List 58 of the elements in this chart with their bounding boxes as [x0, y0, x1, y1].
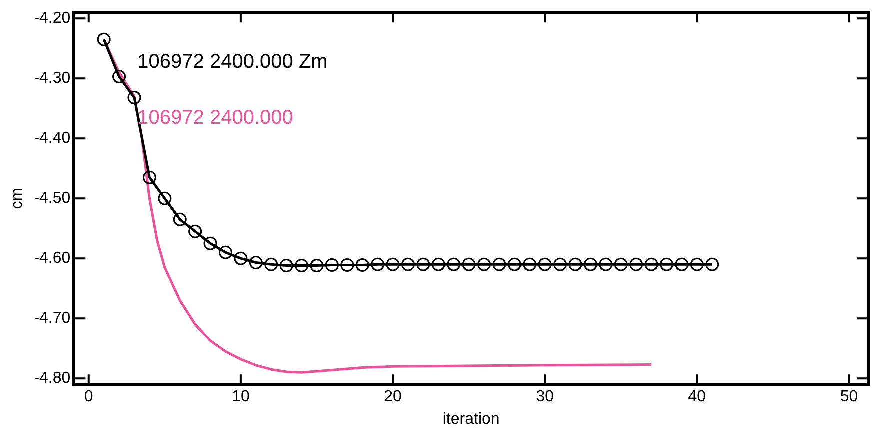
series-label: 106972 2400.000 Zm [138, 51, 328, 74]
x-tick-label: 20 [384, 388, 402, 406]
point [508, 258, 522, 272]
point [599, 258, 613, 272]
x-tick-label: 40 [688, 388, 706, 406]
point [568, 258, 582, 272]
x-tick-label: 0 [84, 388, 94, 406]
y-axis-title: cm [9, 188, 26, 210]
point [644, 258, 658, 272]
y-tick-label: -4.70 [34, 310, 71, 328]
y-tick-label: -4.50 [34, 190, 71, 208]
x-axis-title: iteration [442, 410, 500, 428]
point [204, 236, 218, 250]
y-tick-label: -4.80 [34, 370, 71, 388]
point [128, 91, 142, 105]
point [142, 170, 156, 184]
point [523, 258, 537, 272]
point [188, 224, 202, 238]
y-tick-label: -4.40 [34, 130, 71, 148]
point [675, 258, 689, 272]
point [295, 259, 309, 273]
point [432, 258, 446, 272]
point [478, 258, 492, 272]
point [447, 258, 461, 272]
point [371, 258, 385, 272]
point [218, 246, 232, 260]
point [584, 258, 598, 272]
point [690, 258, 704, 272]
point [386, 258, 400, 272]
point [158, 192, 172, 206]
x-tick-label: 50 [840, 388, 858, 406]
point [249, 256, 263, 270]
x-tick-label: 30 [536, 388, 554, 406]
point [112, 70, 126, 84]
y-tick-label: -4.20 [34, 10, 71, 28]
point [97, 32, 111, 46]
point [325, 258, 339, 272]
y-tick-label: -4.30 [34, 70, 71, 88]
point [630, 258, 644, 272]
series-label: 106972 2400.000 [138, 107, 294, 130]
point [401, 258, 415, 272]
point [706, 258, 720, 272]
x-tick-label: 10 [232, 388, 250, 406]
point [462, 258, 476, 272]
point [356, 258, 370, 272]
point [234, 252, 248, 266]
y-tick-label: -4.60 [34, 250, 71, 268]
point [614, 258, 628, 272]
point [660, 258, 674, 272]
point [554, 258, 568, 272]
point [416, 258, 430, 272]
point [280, 259, 294, 273]
point [538, 258, 552, 272]
point [173, 212, 187, 226]
point [310, 259, 324, 273]
point [340, 258, 354, 272]
point [492, 258, 506, 272]
point [264, 258, 278, 272]
